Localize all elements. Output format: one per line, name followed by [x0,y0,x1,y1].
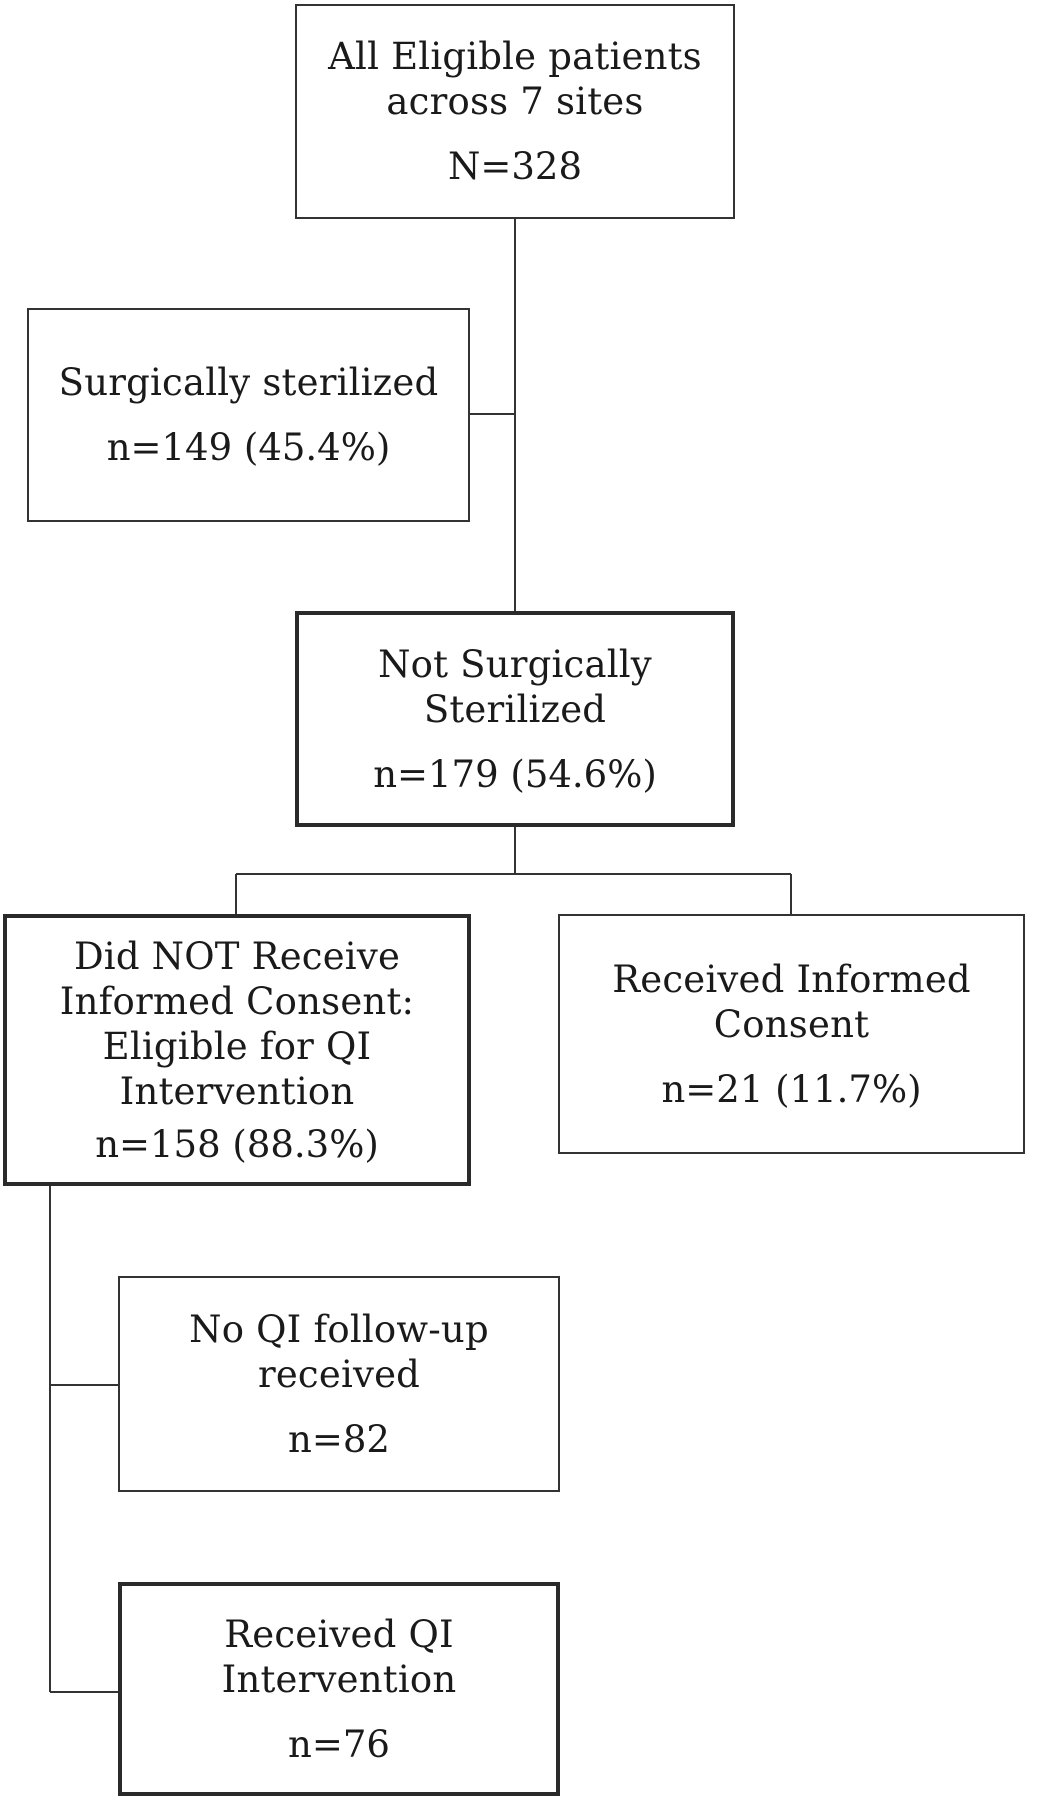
node-no-consent-line-3: Eligible for QI [102,1024,372,1068]
node-all-eligible-count: N=328 [448,145,582,188]
node-received-qi: Received QI Intervention n=76 [118,1582,560,1796]
node-not-sterilized-count: n=179 (54.6%) [373,752,657,796]
node-no-followup: No QI follow-up received n=82 [118,1276,560,1492]
node-no-consent-count: n=158 (88.3%) [95,1122,379,1166]
node-surgically-sterilized-line-1: Surgically sterilized [58,361,439,404]
node-received-consent: Received Informed Consent n=21 (11.7%) [558,914,1025,1154]
node-all-eligible-line-1: All Eligible patients [328,35,702,78]
node-not-sterilized-line-1: Not Surgically [378,642,652,686]
node-no-consent-line-2: Informed Consent: [59,979,415,1023]
node-not-sterilized-line-2: Sterilized [423,687,607,731]
node-no-consent: Did NOT Receive Informed Consent: Eligib… [3,914,471,1186]
node-received-consent-line-1: Received Informed [612,957,971,1001]
node-received-consent-line-2: Consent [713,1002,870,1046]
node-no-consent-line-4: Intervention [119,1069,355,1113]
node-surgically-sterilized-count: n=149 (45.4%) [106,426,391,469]
node-not-sterilized: Not Surgically Sterilized n=179 (54.6%) [295,611,735,827]
node-received-qi-line-1: Received QI [224,1612,454,1656]
node-no-followup-count: n=82 [288,1417,390,1461]
node-no-followup-line-2: received [257,1352,421,1396]
node-received-consent-count: n=21 (11.7%) [661,1067,922,1111]
node-surgically-sterilized: Surgically sterilized n=149 (45.4%) [27,308,470,522]
node-received-qi-count: n=76 [288,1722,390,1766]
node-all-eligible-line-2: across 7 sites [386,80,644,123]
node-no-consent-line-1: Did NOT Receive [73,934,401,978]
node-no-followup-line-1: No QI follow-up [189,1307,489,1351]
node-received-qi-line-2: Intervention [221,1657,457,1701]
node-all-eligible: All Eligible patients across 7 sites N=3… [295,4,735,219]
